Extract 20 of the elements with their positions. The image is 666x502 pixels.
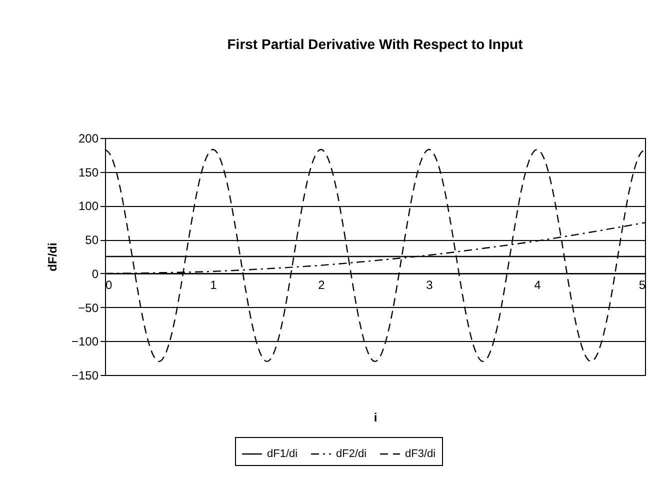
y-tick-label: 50: [85, 233, 99, 248]
x-tick-label: 5: [638, 278, 646, 292]
legend-label: dF1/di: [267, 448, 298, 460]
x-tick-label: 2: [318, 278, 326, 292]
x-tick-label: 4: [534, 278, 542, 292]
y-tick-label: −100: [71, 334, 99, 349]
y-tick-label: −150: [71, 368, 99, 382]
y-tick-label: 100: [78, 199, 99, 214]
x-tick-label: 1: [210, 278, 218, 292]
x-tick-label: 3: [426, 278, 434, 292]
y-axis-title: dF/di: [45, 242, 60, 272]
y-tick-label: 0: [92, 266, 99, 281]
chart-title: First Partial Derivative With Respect to Input: [227, 36, 524, 52]
y-tick-label: 200: [78, 132, 99, 146]
x-axis-title: i: [374, 410, 378, 424]
y-tick-label: 150: [78, 165, 99, 180]
y-tick-label: −50: [78, 300, 99, 315]
x-tick-label: 0: [106, 278, 112, 292]
legend-label: dF3/di: [405, 448, 436, 460]
legend-label: dF2/di: [336, 448, 367, 460]
